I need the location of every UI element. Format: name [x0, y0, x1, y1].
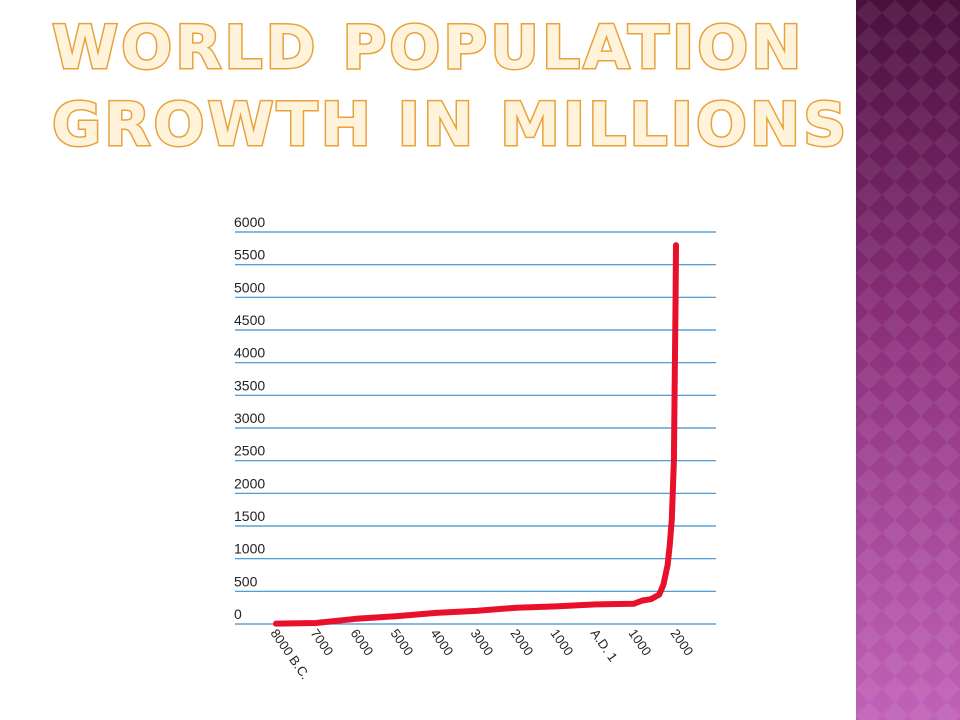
y-tick-label: 2500	[234, 443, 265, 459]
data-point	[666, 564, 669, 566]
x-tick-label: 1000	[626, 626, 655, 658]
data-point	[662, 584, 665, 586]
y-tick-label: 6000	[234, 214, 265, 230]
y-tick-label: 1000	[234, 541, 265, 557]
x-tick-label: 8000 B.C.	[268, 626, 313, 682]
x-tick-label: 1000	[548, 626, 577, 658]
x-tick-label: 2000	[508, 626, 537, 658]
data-point	[355, 617, 357, 620]
population-series	[273, 242, 679, 627]
slide-title: WORLD POPULATION GROWTH IN MILLIONS	[52, 6, 852, 157]
x-tick-label: 6000	[348, 626, 377, 658]
data-point	[515, 606, 517, 609]
data-point	[658, 593, 660, 596]
x-tick-label: 7000	[308, 626, 337, 658]
y-tick-label: 5000	[234, 279, 265, 295]
x-tick-label: 3000	[468, 626, 497, 658]
decorative-side-bar	[856, 0, 960, 720]
x-tick-label: 2000	[668, 626, 697, 658]
x-tick-label: A.D. 1	[588, 626, 621, 664]
slide-title-line-2: GROWTH IN MILLIONS	[52, 90, 849, 156]
y-tick-label: 5500	[234, 247, 265, 263]
y-tick-label: 4000	[234, 345, 265, 361]
data-point	[673, 459, 675, 462]
y-tick-label: 500	[234, 573, 258, 589]
y-tick-label: 3500	[234, 377, 265, 393]
data-point	[555, 605, 557, 608]
slide-title-line-1: WORLD POPULATION	[52, 13, 804, 83]
data-point	[641, 599, 644, 602]
data-point	[673, 381, 676, 384]
x-tick-label: 5000	[388, 626, 417, 658]
data-point	[675, 244, 677, 246]
data-point	[671, 518, 673, 521]
data-point	[650, 598, 652, 600]
y-tick-label: 2000	[234, 475, 265, 491]
data-point	[275, 622, 277, 625]
x-tick-label: 4000	[428, 626, 457, 658]
data-point	[315, 622, 317, 624]
data-point	[435, 612, 437, 614]
data-point	[595, 603, 597, 606]
y-tick-label: 3000	[234, 410, 265, 426]
x-axis-tick-labels: 8000 B.C.7000 6000 5000 4000 3000 2000 1000 A.D…	[268, 626, 697, 682]
y-axis-tick-labels: 0 500 1000 1500 2000 2500 3000 3500 4000 4500 5000…	[234, 214, 265, 622]
y-tick-label: 4500	[234, 312, 265, 328]
data-point	[633, 602, 635, 605]
population-line	[273, 242, 679, 627]
data-point	[668, 544, 671, 547]
grid-lines	[235, 231, 716, 625]
data-point	[674, 296, 677, 299]
data-point	[475, 610, 477, 612]
data-point	[395, 615, 397, 617]
y-tick-label: 0	[234, 606, 242, 622]
y-tick-label: 1500	[234, 508, 265, 524]
